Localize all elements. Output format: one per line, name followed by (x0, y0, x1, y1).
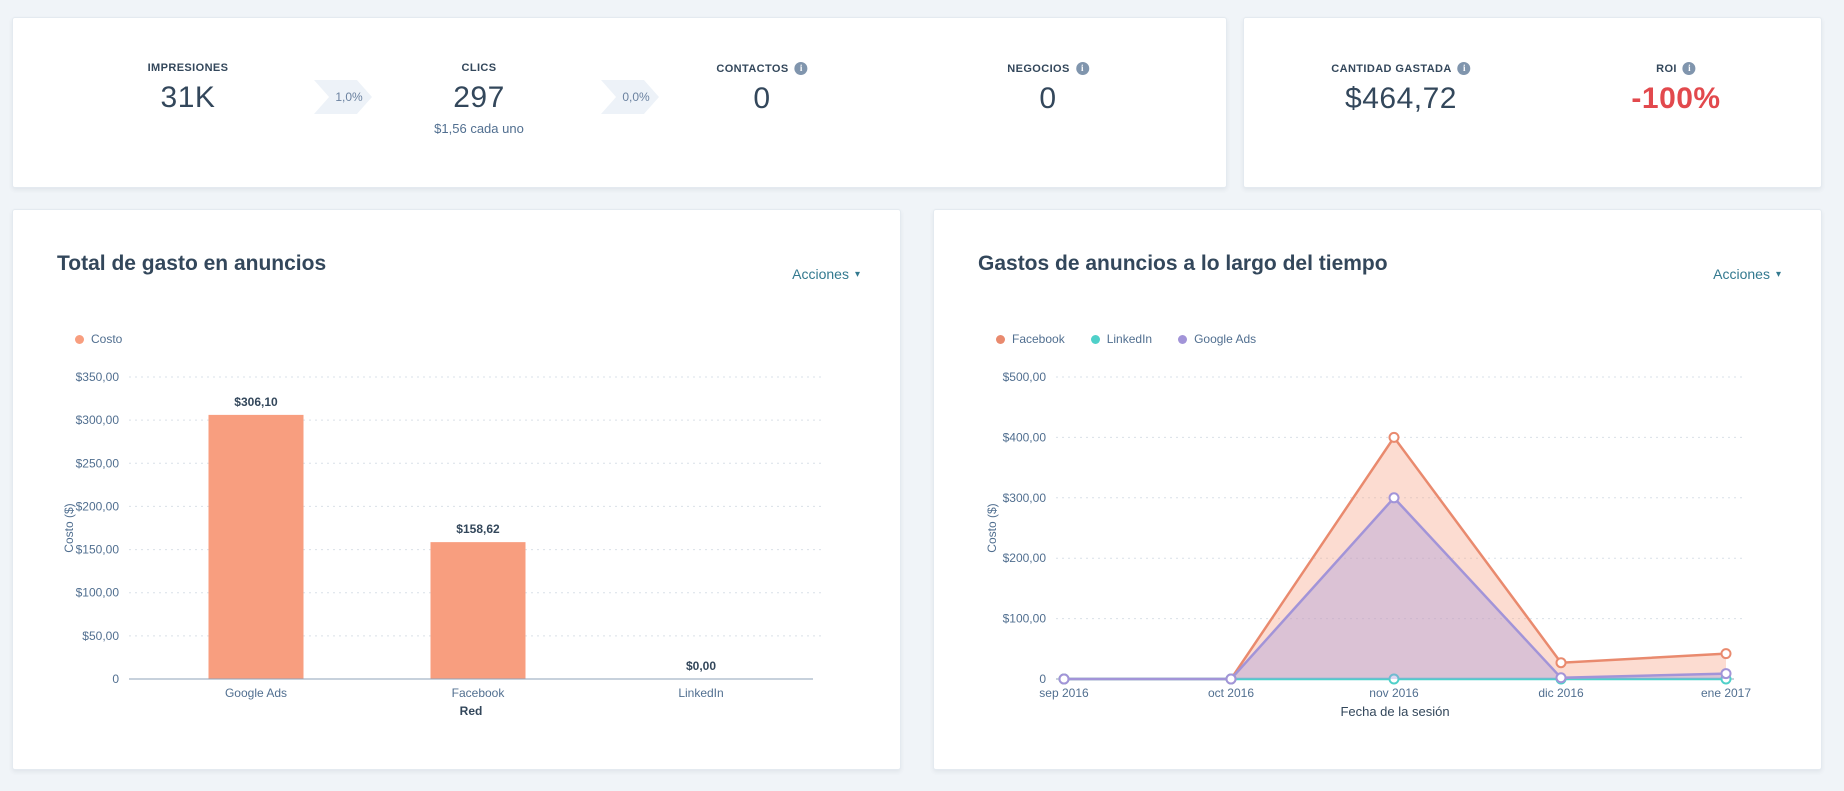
actions-dropdown-button[interactable]: Acciones ▾ (1713, 266, 1781, 282)
legend-item-costo[interactable]: Costo (75, 332, 122, 346)
y-tick-label: $300,00 (76, 413, 120, 427)
x-tick-label: ene 2017 (1701, 686, 1751, 700)
chart-legend: Costo (75, 332, 122, 346)
data-point-facebook[interactable] (1555, 657, 1567, 669)
y-tick-label: $200,00 (1003, 551, 1047, 565)
metric-value: $464,72 (1345, 82, 1457, 115)
legend-label: Google Ads (1194, 332, 1257, 346)
metric-value: -100% (1631, 82, 1721, 115)
bar-value-label: $306,10 (234, 395, 278, 409)
metric-label: CLICS (461, 62, 497, 74)
x-tick-label: oct 2016 (1208, 686, 1254, 700)
info-icon[interactable]: i (1457, 62, 1471, 75)
performance-summary-card: IMPRESIONES 31K 1,0% CLICS 297 $1,56 cad… (12, 17, 1227, 188)
y-tick-label: $400,00 (1003, 430, 1047, 444)
data-point-google-ads[interactable] (1388, 492, 1400, 504)
metric-value: 0 (1039, 82, 1057, 115)
metric-label: ROI (1656, 62, 1677, 75)
metric-deals: NEGOCIOS i 0 (1007, 62, 1089, 116)
data-point-linkedin[interactable] (1388, 673, 1400, 685)
y-tick-label: $250,00 (76, 456, 120, 470)
x-tick-label: LinkedIn (678, 686, 723, 700)
actions-label: Acciones (792, 266, 849, 282)
legend-item-linkedin[interactable]: LinkedIn (1090, 332, 1153, 346)
spend-summary-card: CANTIDAD GASTADA i $464,72 ROI i -100% (1243, 17, 1822, 188)
legend-label: LinkedIn (1106, 332, 1153, 346)
y-tick-label: $100,00 (1003, 612, 1047, 626)
chevron-down-icon: ▾ (1775, 268, 1781, 280)
legend-dot (996, 334, 1005, 344)
chart-legend: Facebook LinkedIn Google Ads (996, 332, 1256, 346)
data-point-google-ads[interactable] (1058, 673, 1070, 685)
area-fill-google-ads (1064, 497, 1726, 679)
metric-value: 31K (160, 81, 216, 114)
legend-dot (75, 334, 84, 344)
x-tick-label: Facebook (452, 686, 506, 700)
metric-value: 0 (753, 82, 771, 115)
clicks-to-contacts-rate-badge: 0,0% (601, 80, 659, 114)
y-tick-label: $50,00 (82, 629, 119, 643)
y-tick-label: 0 (112, 672, 119, 686)
card-title: Gastos de anuncios a lo largo del tiempo (978, 252, 1388, 275)
info-icon[interactable]: i (1075, 62, 1089, 75)
y-tick-label: 0 (1039, 672, 1046, 686)
legend-label: Costo (91, 332, 123, 346)
ad-spend-over-time-card: Gastos de anuncios a lo largo del tiempo… (933, 209, 1822, 770)
y-tick-label: $100,00 (76, 586, 120, 600)
area-fill-facebook (1064, 437, 1726, 679)
legend-dot (1178, 334, 1188, 344)
legend-label: Facebook (1012, 332, 1065, 346)
bar-value-label: $158,62 (456, 522, 500, 536)
card-title: Total de gasto en anuncios (57, 252, 327, 275)
y-tick-label: $350,00 (76, 370, 120, 384)
info-icon[interactable]: i (1682, 62, 1696, 75)
legend-item-google-ads[interactable]: Google Ads (1178, 332, 1256, 346)
legend-item-facebook[interactable]: Facebook (996, 332, 1065, 346)
x-tick-label: dic 2016 (1538, 686, 1584, 700)
metric-value: 297 (453, 81, 505, 114)
x-tick-label: nov 2016 (1369, 686, 1419, 700)
metric-label: CONTACTOS (716, 62, 789, 75)
metric-contacts: CONTACTOS i 0 (716, 62, 808, 116)
x-tick-label: Google Ads (225, 686, 287, 700)
rate-value: 1,0% (335, 90, 363, 104)
data-point-facebook[interactable] (1388, 431, 1400, 443)
bar-value-label: $0,00 (686, 659, 716, 673)
actions-label: Acciones (1713, 266, 1770, 282)
x-axis-title: Red (460, 704, 483, 718)
y-tick-label: $200,00 (76, 499, 120, 513)
data-point-facebook[interactable] (1720, 648, 1732, 660)
data-point-google-ads[interactable] (1720, 668, 1732, 680)
actions-dropdown-button[interactable]: Acciones ▾ (792, 266, 860, 282)
metric-label: NEGOCIOS (1007, 62, 1070, 75)
bar-facebook[interactable] (430, 542, 526, 679)
data-point-google-ads[interactable] (1555, 672, 1567, 684)
bar-google-ads[interactable] (208, 414, 304, 679)
metric-label: CANTIDAD GASTADA (1331, 62, 1452, 75)
y-tick-label: $150,00 (76, 543, 120, 557)
total-ad-spend-card: Total de gasto en anuncios Acciones ▾ Co… (12, 209, 901, 770)
x-axis-title: Fecha de la sesión (1340, 704, 1449, 719)
rate-value: 0,0% (622, 90, 650, 104)
x-tick-label: sep 2016 (1039, 686, 1089, 700)
bar-chart-ad-spend-by-network: $50,00 $100,00 $150,00 $200,00 $250,00 $300,0… (62, 370, 825, 718)
metric-clicks: CLICS 297 $1,56 cada uno (434, 62, 524, 136)
data-point-google-ads[interactable] (1225, 673, 1237, 685)
legend-dot (1090, 334, 1100, 344)
y-tick-label: $300,00 (1003, 491, 1047, 505)
metric-roi: ROI i -100% (1631, 62, 1720, 116)
y-tick-label: $500,00 (1003, 370, 1047, 384)
metric-impressions: IMPRESIONES 31K (148, 62, 229, 115)
y-axis-title: Costo ($) (985, 503, 999, 552)
area-chart-ad-spend-over-time: $100,00 $200,00 $300,00 $400,00 $500,00 0 Cost… (985, 370, 1751, 719)
cost-per-click: $1,56 cada uno (434, 121, 524, 136)
impressions-to-clicks-rate-badge: 1,0% (314, 80, 372, 114)
chevron-down-icon: ▾ (854, 268, 860, 280)
metric-amount-spent: CANTIDAD GASTADA i $464,72 (1331, 62, 1471, 116)
metric-label: IMPRESIONES (147, 62, 229, 74)
info-icon[interactable]: i (794, 62, 808, 75)
y-axis-title: Costo ($) (62, 503, 76, 552)
